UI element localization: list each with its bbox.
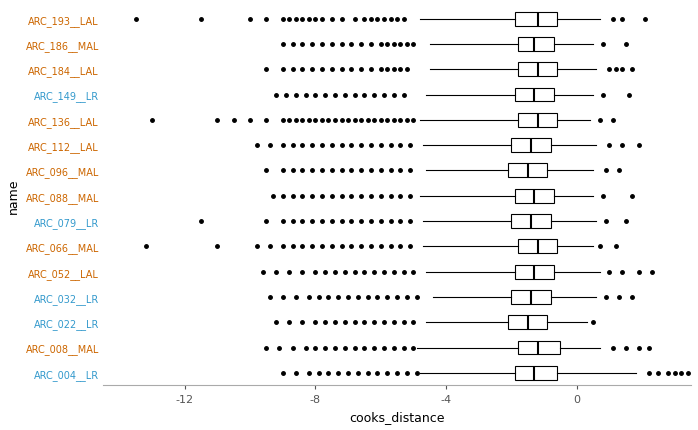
PathPatch shape (512, 215, 551, 228)
PathPatch shape (508, 316, 547, 329)
PathPatch shape (514, 265, 554, 279)
PathPatch shape (518, 63, 557, 77)
PathPatch shape (518, 38, 554, 52)
PathPatch shape (518, 341, 560, 355)
PathPatch shape (514, 12, 557, 27)
Y-axis label: name: name (7, 178, 20, 214)
PathPatch shape (512, 139, 551, 153)
PathPatch shape (518, 240, 557, 254)
PathPatch shape (514, 366, 557, 380)
PathPatch shape (514, 88, 554, 102)
X-axis label: cooks_distance: cooks_distance (349, 410, 445, 423)
PathPatch shape (514, 189, 554, 203)
PathPatch shape (518, 114, 557, 127)
PathPatch shape (508, 164, 547, 178)
PathPatch shape (512, 290, 551, 304)
